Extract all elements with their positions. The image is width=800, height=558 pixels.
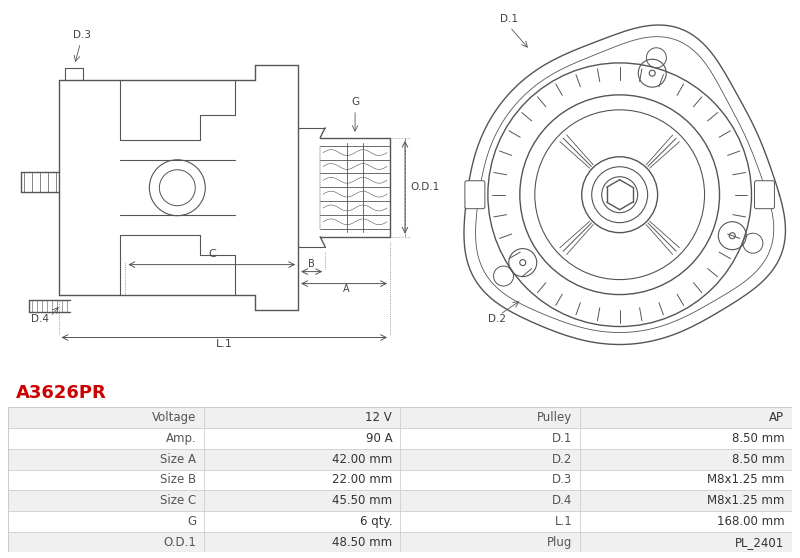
Text: D.4: D.4 <box>30 314 49 324</box>
Text: 48.50 mm: 48.50 mm <box>332 536 392 549</box>
Bar <box>8 449 204 469</box>
Text: C: C <box>208 249 216 258</box>
Text: 45.50 mm: 45.50 mm <box>332 494 392 507</box>
Text: M8x1.25 mm: M8x1.25 mm <box>706 494 784 507</box>
Bar <box>400 407 580 428</box>
Bar <box>400 469 580 490</box>
Bar <box>400 490 580 511</box>
Text: D.2: D.2 <box>552 453 573 466</box>
Text: D.2: D.2 <box>488 314 506 324</box>
Bar <box>400 511 580 532</box>
Text: 42.00 mm: 42.00 mm <box>332 453 392 466</box>
Text: A3626PR: A3626PR <box>16 384 106 402</box>
Bar <box>8 407 204 428</box>
FancyBboxPatch shape <box>754 181 774 209</box>
Bar <box>400 532 580 552</box>
Bar <box>400 449 580 469</box>
Bar <box>580 490 792 511</box>
Bar <box>204 449 400 469</box>
Text: 90 A: 90 A <box>366 432 392 445</box>
Text: D.3: D.3 <box>552 473 573 487</box>
Text: Size C: Size C <box>160 494 196 507</box>
Bar <box>580 449 792 469</box>
Text: PL_2401: PL_2401 <box>735 536 784 549</box>
Text: L.1: L.1 <box>216 339 233 349</box>
Text: 6 qty.: 6 qty. <box>359 515 392 528</box>
Text: D.1: D.1 <box>552 432 573 445</box>
Bar <box>580 407 792 428</box>
Text: M8x1.25 mm: M8x1.25 mm <box>706 473 784 487</box>
Text: 168.00 mm: 168.00 mm <box>717 515 784 528</box>
Text: Voltage: Voltage <box>152 411 196 424</box>
Text: A: A <box>342 283 350 294</box>
Text: D.4: D.4 <box>552 494 573 507</box>
Text: Size B: Size B <box>160 473 196 487</box>
Text: Plug: Plug <box>547 536 573 549</box>
Text: Size A: Size A <box>160 453 196 466</box>
Text: D.3: D.3 <box>74 30 91 40</box>
Text: 22.00 mm: 22.00 mm <box>332 473 392 487</box>
Bar <box>8 490 204 511</box>
Bar <box>580 428 792 449</box>
Text: O.D.1: O.D.1 <box>163 536 196 549</box>
Bar <box>8 532 204 552</box>
Text: 8.50 mm: 8.50 mm <box>731 432 784 445</box>
Bar <box>8 428 204 449</box>
Bar <box>204 511 400 532</box>
Text: G: G <box>351 97 359 107</box>
Bar <box>204 407 400 428</box>
Bar <box>8 469 204 490</box>
Bar <box>580 511 792 532</box>
Bar <box>204 490 400 511</box>
Text: B: B <box>308 258 315 268</box>
FancyBboxPatch shape <box>465 181 485 209</box>
Text: Pulley: Pulley <box>538 411 573 424</box>
Text: Amp.: Amp. <box>166 432 196 445</box>
Text: D.1: D.1 <box>500 14 518 24</box>
Bar <box>8 511 204 532</box>
Text: L.1: L.1 <box>554 515 573 528</box>
Text: 8.50 mm: 8.50 mm <box>731 453 784 466</box>
Text: G: G <box>187 515 196 528</box>
Bar <box>580 469 792 490</box>
Text: 12 V: 12 V <box>366 411 392 424</box>
Bar <box>400 428 580 449</box>
Text: O.D.1: O.D.1 <box>410 182 439 192</box>
Bar <box>204 532 400 552</box>
Text: AP: AP <box>769 411 784 424</box>
Bar <box>204 428 400 449</box>
Bar <box>580 532 792 552</box>
Bar <box>204 469 400 490</box>
